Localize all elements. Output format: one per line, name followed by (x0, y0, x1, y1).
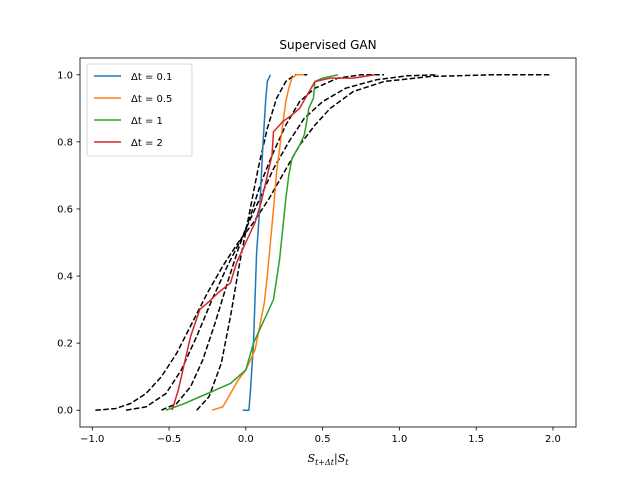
y-tick-label: 0.6 (57, 204, 73, 215)
y-tick-label: 1.0 (57, 70, 73, 81)
chart-title: Supervised GAN (279, 38, 376, 52)
legend-label: Δt = 0.5 (131, 94, 172, 105)
y-tick-label: 0.4 (57, 272, 73, 283)
legend: Δt = 0.1 Δt = 0.5 Δt = 1 Δt = 2 (87, 64, 192, 156)
x-tick-label: 0.0 (238, 434, 254, 445)
legend-label: Δt = 2 (131, 138, 163, 149)
x-tick-label: 1.0 (391, 434, 407, 445)
y-tick-label: 0.0 (57, 406, 73, 417)
y-tick-label: 0.8 (57, 137, 73, 148)
x-tick-label: 2.0 (545, 434, 561, 445)
x-tick-label: 1.5 (468, 434, 484, 445)
y-tick-label: 0.2 (57, 339, 73, 350)
legend-label: Δt = 0.1 (131, 72, 172, 83)
x-tick-label: −1.0 (80, 434, 104, 445)
x-tick-label: −0.5 (157, 434, 181, 445)
x-tick-label: 0.5 (315, 434, 331, 445)
legend-label: Δt = 1 (131, 116, 163, 127)
